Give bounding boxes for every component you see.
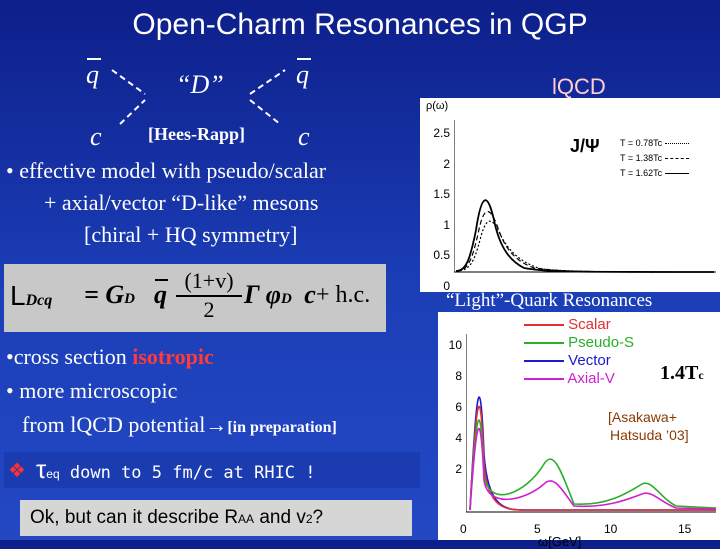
light-xtick: 0 [460, 522, 467, 536]
lagrangian-qbar: q [154, 279, 168, 309]
bullet-lqcd-potential: from lQCD potential→[in preparation] [22, 412, 337, 437]
overbar [297, 58, 311, 60]
lqcd-ylabel: ρ(ω) [426, 100, 449, 112]
bullet-effective-model: • effective model with pseudo/scalar [6, 158, 327, 183]
light-quark-heading: “Light”-Quark Resonances [446, 290, 653, 311]
lqcd-legend-item: T = 1.38Tc [620, 151, 689, 166]
slide-title: Open-Charm Resonances in QGP [132, 8, 588, 41]
light-legend-item: Scalar [524, 316, 634, 334]
light-ytick: 2 [455, 462, 462, 476]
light-xtick: 5 [534, 522, 541, 536]
teq-text: τeq down to 5 fm/c at RHIC ! [36, 454, 316, 484]
lqcd-ytick: 1 [443, 217, 450, 232]
lqcd-ytick: 1.5 [433, 187, 450, 201]
lqcd-ytick: 0 [443, 278, 450, 293]
d-meson-label: “D” [176, 70, 224, 99]
bullet-axial-vector: + axial/vector “D-like” mesons [44, 190, 319, 215]
overbar [87, 58, 101, 60]
lqcd-legend-item: T = 1.62Tc [620, 166, 689, 181]
bullet-cross-section: •cross section isotropic [6, 344, 214, 369]
light-xlabel: ω[GeV] [538, 534, 582, 549]
lqcd-ytick: 2.5 [433, 126, 450, 140]
lagrangian-coupling: = GD [84, 280, 135, 309]
light-legend-item: Axial-V [524, 370, 634, 388]
light-ytick: 4 [455, 431, 462, 445]
lagrangian-L: LDcq [10, 280, 53, 311]
lqcd-plot-panel: ρ(ω) 2.5 2 1.5 1 0.5 0 J/Ψ T = 0.78Tc T … [420, 98, 720, 293]
light-ytick: 8 [455, 369, 462, 383]
c-quark-left: c [90, 122, 102, 151]
jpsi-label: J/Ψ [570, 136, 600, 156]
light-xtick: 10 [604, 522, 618, 536]
lqcd-ytick: 2 [443, 156, 450, 171]
lqcd-legend: T = 0.78Tc T = 1.38Tc T = 1.62Tc [620, 136, 689, 181]
light-ytick: 6 [455, 400, 462, 414]
teq-strip: ❖ τeq down to 5 fm/c at RHIC ! [4, 452, 420, 488]
lagrangian-fraction: (1+v) 2 [176, 268, 242, 323]
light-legend-item: Vector [524, 352, 634, 370]
lqcd-ytick: 0.5 [433, 248, 450, 262]
diamond-bullet-icon: ❖ [8, 460, 26, 482]
light-quark-plot-panel: 10 8 6 4 2 Scalar Pseudo-S Vector Axial-… [438, 312, 720, 549]
lqcd-heading: lQCD [552, 74, 606, 99]
hees-rapp-ref: [Hees-Rapp] [148, 124, 245, 144]
question-box: Ok, but can it describe RAA and v2? [20, 500, 412, 536]
light-yticks: 10 8 6 4 2 [440, 330, 462, 485]
overbar [155, 279, 168, 281]
light-legend: Scalar Pseudo-S Vector Axial-V [524, 316, 634, 388]
c-quark-right: c [298, 122, 310, 151]
light-legend-item: Pseudo-S [524, 334, 634, 352]
lagrangian-hc: + h.c. [316, 282, 371, 308]
bullet-microscopic: • more microscopic [6, 378, 178, 403]
diagram-lines [111, 69, 286, 125]
temperature-label: 1.4Tc [660, 362, 704, 384]
lqcd-legend-item: T = 0.78Tc [620, 136, 689, 151]
light-curves [466, 334, 716, 513]
light-ytick: 10 [448, 338, 462, 352]
lqcd-curves [454, 120, 716, 273]
qbar-left: q [86, 58, 101, 89]
qbar-right: q [296, 58, 311, 89]
lqcd-yticks: 2.5 2 1.5 1 0.5 0 [428, 118, 450, 301]
asakawa-hatsuda-ref: [Asakawa+ Hatsuda ’03] [608, 409, 689, 443]
light-xtick: 15 [678, 522, 692, 536]
bullet-symmetry: [chiral + HQ symmetry] [84, 222, 298, 247]
